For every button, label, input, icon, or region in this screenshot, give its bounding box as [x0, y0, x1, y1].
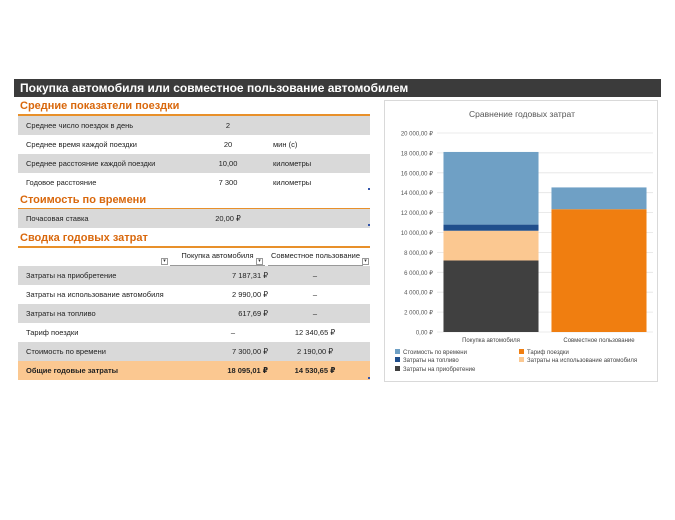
row-unit: мин (с) [273, 140, 298, 149]
cell-marker [368, 377, 370, 379]
bar-segment[interactable] [551, 187, 647, 210]
row-unit: километры [273, 159, 312, 168]
legend-entry: Затраты на топливо [403, 358, 459, 364]
row-label: Среднее расстояние каждой поездки [26, 159, 156, 168]
y-tick-label: 4 000,00 ₽ [404, 291, 433, 297]
y-tick-label: 16 000,00 ₽ [401, 171, 433, 177]
y-tick-label: 8 000,00 ₽ [404, 251, 433, 257]
row-value-buy: 617,69 ₽ [238, 309, 268, 318]
filter-dropdown-button[interactable]: ▾ [256, 258, 263, 265]
y-tick-label: 0,00 ₽ [416, 331, 433, 337]
table-row[interactable]: Затраты на использование автомобиля 2 99… [18, 285, 370, 304]
cell-marker [368, 188, 370, 190]
row-value-buy: 7 187,31 ₽ [231, 271, 268, 280]
row-label: Среднее время каждой поездки [26, 140, 137, 149]
row-value-share: 2 190,00 ₽ [296, 347, 334, 356]
row-label: Годовое расстояние [26, 178, 97, 187]
x-tick-label: Совместное пользование [563, 338, 635, 344]
bar-segment[interactable] [551, 209, 647, 332]
legend-swatch [395, 357, 400, 362]
filter-dropdown-button[interactable]: ▾ [362, 258, 369, 265]
total-row[interactable]: Общие годовые затраты 18 095,01 ₽ 14 530… [18, 361, 370, 380]
table-row[interactable]: Почасовая ставка 20,00 ₽ [18, 209, 370, 228]
row-label: Тариф поездки [26, 328, 79, 337]
cost-comparison-chart[interactable]: Сравнение годовых затрат 0,00 ₽ 2 000,00 … [384, 100, 658, 382]
row-label: Затраты на использование автомобиля [26, 290, 164, 299]
row-value-share: 12 340,65 ₽ [294, 328, 336, 337]
row-unit: километры [273, 178, 312, 187]
total-value-buy: 18 095,01 ₽ [227, 366, 268, 375]
table-row[interactable]: Среднее расстояние каждой поездки 10,00 … [18, 154, 370, 173]
column-header-share: Совместное пользование [268, 249, 363, 266]
table-row[interactable]: Затраты на приобретение 7 187,31 ₽ – [18, 266, 370, 285]
table-row[interactable]: Стоимость по времени 7 300,00 ₽ 2 190,00… [18, 342, 370, 361]
legend-swatch [519, 357, 524, 362]
row-label: Затраты на топливо [26, 309, 96, 318]
row-value-buy: 2 990,00 ₽ [231, 290, 268, 299]
chart-title: Сравнение годовых затрат [469, 109, 575, 119]
legend-entry: Затраты на приобретение [403, 367, 476, 373]
bar-segment[interactable] [443, 260, 539, 332]
y-tick-label: 10 000,00 ₽ [401, 231, 433, 237]
page-title: Покупка автомобиля или совместное пользо… [14, 79, 661, 97]
legend-entry: Затраты на использование автомобиля [527, 358, 637, 364]
y-tick-label: 14 000,00 ₽ [401, 191, 433, 197]
bar-segment[interactable] [443, 224, 539, 231]
row-value-buy: – [230, 328, 236, 337]
row-label: Затраты на приобретение [26, 271, 117, 280]
y-tick-label: 2 000,00 ₽ [404, 311, 433, 317]
section-heading-trip-stats: Средние показатели поездки [18, 98, 370, 116]
row-label: Стоимость по времени [26, 347, 106, 356]
legend-entry: Тариф поездки [527, 350, 569, 356]
bar-segment[interactable] [443, 151, 539, 225]
legend-swatch [395, 349, 400, 354]
legend-swatch [519, 349, 524, 354]
table-row[interactable]: Затраты на топливо 617,69 ₽ – [18, 304, 370, 323]
y-tick-label: 18 000,00 ₽ [401, 151, 433, 157]
filter-dropdown-button[interactable]: ▾ [161, 258, 168, 265]
x-tick-label: Покупка автомобиля [462, 338, 520, 344]
table-row[interactable]: Среднее число поездок в день 2 [18, 116, 370, 135]
y-tick-label: 6 000,00 ₽ [404, 271, 433, 277]
row-label: Среднее число поездок в день [26, 121, 134, 130]
row-value[interactable]: 10,00 [218, 159, 238, 168]
y-tick-label: 20 000,00 ₽ [401, 132, 433, 138]
total-label: Общие годовые затраты [26, 366, 119, 375]
section-heading-annual-summary: Сводка годовых затрат [18, 230, 370, 248]
legend-swatch [395, 366, 400, 371]
total-value-share: 14 530,65 ₽ [294, 366, 336, 375]
row-value: 7 300 [218, 178, 238, 187]
table-row[interactable]: Тариф поездки – 12 340,65 ₽ [18, 323, 370, 342]
row-value-share: – [312, 309, 318, 318]
row-value[interactable]: 2 [225, 121, 231, 130]
cell-marker [368, 224, 370, 226]
row-value-buy: 7 300,00 ₽ [231, 347, 268, 356]
summary-header-row: ▾ Покупка автомобиля ▾ Совместное пользо… [18, 249, 370, 266]
row-label: Почасовая ставка [26, 214, 89, 223]
table-row[interactable]: Среднее время каждой поездки 20 мин (с) [18, 135, 370, 154]
row-value[interactable]: 20 [223, 140, 233, 149]
chart-svg: Сравнение годовых затрат 0,00 ₽ 2 000,00 … [395, 109, 653, 373]
legend-entry: Стоимость по времени [403, 350, 467, 356]
table-row[interactable]: Годовое расстояние 7 300 километры [18, 173, 370, 192]
y-tick-label: 12 000,00 ₽ [401, 211, 433, 217]
row-value-share: – [312, 290, 318, 299]
row-value-share: – [312, 271, 318, 280]
row-value[interactable]: 20,00 ₽ [215, 214, 241, 223]
section-heading-time-cost: Стоимость по времени [18, 192, 370, 210]
column-header-buy: Покупка автомобиля [170, 249, 265, 266]
bar-segment[interactable] [443, 230, 539, 261]
